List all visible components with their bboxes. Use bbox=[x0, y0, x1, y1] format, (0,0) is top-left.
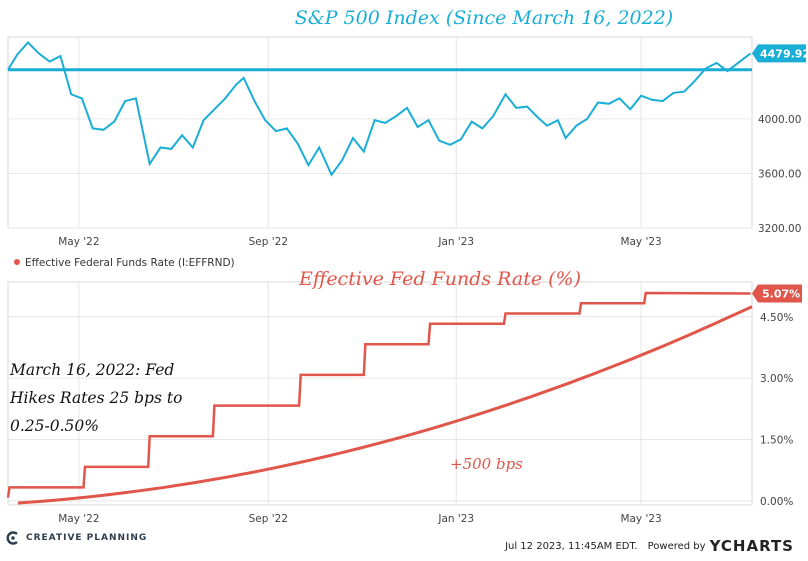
fed-legend-label: Effective Federal Funds Rate (I:EFFRND) bbox=[25, 257, 235, 269]
fed-y-tick-label: 0.00% bbox=[760, 496, 793, 508]
sp500-badge-shape bbox=[752, 44, 806, 63]
ycharts-logo: YCHARTS bbox=[709, 537, 794, 555]
fed-badge-label: 5.07% bbox=[762, 287, 800, 300]
sp500-x-tick-label: Sep '22 bbox=[249, 236, 288, 248]
sp500-y-tick-label: 3200.00 bbox=[758, 223, 801, 235]
fed-legend: Effective Federal Funds Rate (I:EFFRND) bbox=[14, 257, 235, 269]
fed-x-tick-label: Jan '23 bbox=[437, 513, 474, 525]
sp500-x-tick-label: May '22 bbox=[58, 236, 99, 248]
fed-x-tick-label: May '23 bbox=[620, 513, 661, 525]
sp500-title: S&P 500 Index (Since March 16, 2022) bbox=[295, 7, 673, 29]
sp500-plot-frame bbox=[7, 36, 753, 229]
sp500-gridlines bbox=[8, 37, 752, 229]
sp500-x-ticks: May '22 Sep '22 Jan '23 May '23 bbox=[58, 236, 662, 248]
fed-annotation-line-2: Hikes Rates 25 bps to bbox=[9, 389, 182, 407]
chart-timestamp: Jul 12 2023, 11:45AM EDT. bbox=[505, 540, 638, 552]
fed-legend-marker bbox=[14, 259, 20, 265]
creative-planning-logo: CREATIVE PLANNING bbox=[6, 531, 147, 545]
fed-annotation-line-1: March 16, 2022: Fed bbox=[9, 361, 174, 379]
sp500-y-tick-label: 3600.00 bbox=[758, 168, 801, 180]
fed-plot-frame bbox=[7, 281, 753, 506]
sp500-y-tick-label: 4000.00 bbox=[758, 114, 801, 126]
fed-trend-curve bbox=[17, 305, 753, 505]
chart-footer: Jul 12 2023, 11:45AM EDT. Powered by YCH… bbox=[505, 537, 794, 555]
fed-annotation-500bps: +500 bps bbox=[450, 455, 523, 473]
fed-y-tick-label: 4.50% bbox=[760, 312, 793, 324]
brand-name: CREATIVE PLANNING bbox=[26, 533, 148, 543]
creative-planning-mark-icon bbox=[6, 531, 18, 545]
sp500-badge-label: 4479.92 bbox=[760, 47, 808, 60]
sp500-series-line bbox=[7, 41, 752, 177]
fed-badge-shape bbox=[752, 284, 802, 303]
fed-series-line bbox=[6, 291, 751, 498]
sp500-last-value-badge: 4479.92 bbox=[752, 44, 808, 63]
fed-title: Effective Fed Funds Rate (%) bbox=[298, 268, 581, 290]
fed-gridlines bbox=[8, 282, 752, 505]
powered-by-label: Powered by bbox=[647, 540, 706, 552]
fed-x-ticks: May '22 Sep '22 Jan '23 May '23 bbox=[58, 513, 662, 525]
sp500-y-ticks: 4000.00 3600.00 3200.00 bbox=[758, 114, 801, 235]
sp500-panel: 4000.00 3600.00 3200.00 May '22 Sep '22 Jan … bbox=[7, 7, 808, 248]
fed-last-value-badge: 5.07% bbox=[752, 284, 802, 303]
fed-y-ticks: 4.50% 3.00% 1.50% 0.00% bbox=[760, 312, 793, 508]
fed-x-tick-label: Sep '22 bbox=[249, 513, 288, 525]
sp500-x-tick-label: May '23 bbox=[620, 236, 661, 248]
sp500-x-tick-label: Jan '23 bbox=[437, 236, 474, 248]
fed-y-tick-label: 3.00% bbox=[760, 373, 793, 385]
fed-panel: 4.50% 3.00% 1.50% 0.00% May '22 Sep '22 Jan '… bbox=[6, 268, 802, 525]
fed-annotation-line-3: 0.25-0.50% bbox=[10, 417, 99, 435]
fed-y-tick-label: 1.50% bbox=[760, 435, 793, 447]
fed-x-tick-label: May '22 bbox=[58, 513, 99, 525]
